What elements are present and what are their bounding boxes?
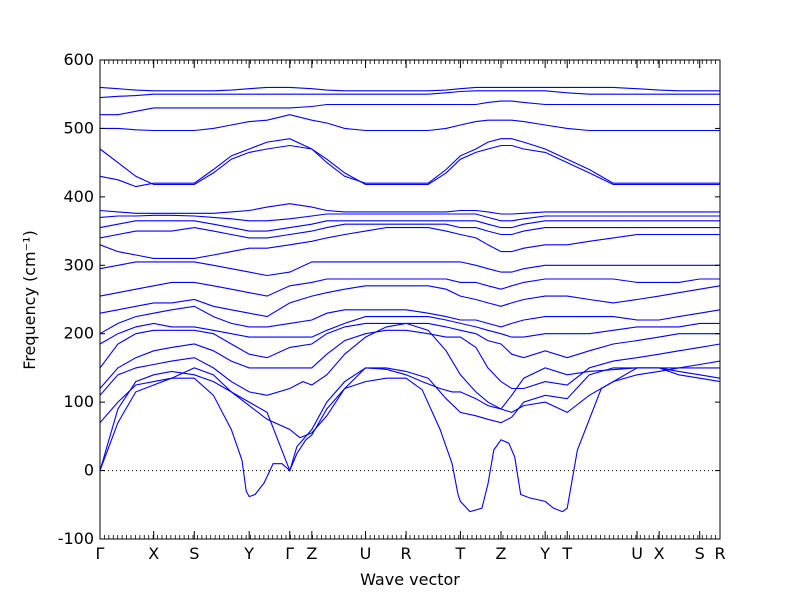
y-tick-label: 500 [63,118,94,137]
x-tick-label: S [695,544,705,563]
y-tick-label: 600 [63,50,94,69]
x-tick-label: X [148,544,159,563]
band-line-21 [99,90,720,99]
x-tick-label: U [631,544,643,563]
x-tick-label: Y [539,544,550,563]
x-tick-label: U [360,544,372,563]
x-tick-label: Z [306,544,317,563]
band-line-19 [100,114,720,132]
band-line-18 [99,144,720,186]
x-tick-label: T [455,544,466,563]
y-tick-label: 300 [63,255,94,274]
band-line-9 [99,285,721,318]
band-line-7 [99,316,720,345]
x-axis-label: Wave vector [360,570,460,589]
band-line-8 [99,305,721,335]
x-tick-label: S [189,544,199,563]
y-tick-label: -100 [58,529,94,548]
band-line-13 [99,223,720,239]
band-lines [99,86,721,513]
band-line-1 [99,367,721,513]
x-tick-label: R [401,544,412,563]
band-line-22 [99,86,720,92]
x-tick-label: Y [243,544,254,563]
x-tick-label: R [714,544,725,563]
x-tick-label: Γ [285,544,294,563]
band-line-12 [99,227,720,259]
band-line-15 [99,213,720,222]
band-line-3 [99,367,720,439]
band-line-20 [100,100,720,116]
x-tick-label: T [561,544,572,563]
band-line-5 [99,329,721,390]
band-line-17 [99,138,720,188]
x-tick-label: X [654,544,665,563]
band-line-11 [99,261,720,277]
band-line-16 [99,203,720,215]
x-tick-label: Z [496,544,507,563]
band-line-14 [99,220,720,232]
band-line-6 [99,322,720,369]
y-axis-label: Frequency (cm⁻¹) [20,230,39,369]
band-line-2 [99,367,721,473]
y-tick-label: 100 [63,392,94,411]
y-tick-label: 0 [84,461,94,480]
y-tick-label: 400 [63,187,94,206]
y-axis-ticks: -100 0 100 200 300 400 500 600 [58,50,720,548]
y-tick-label: 200 [63,324,94,343]
band-line-10 [99,278,720,297]
x-tick-label: Γ [96,544,105,563]
